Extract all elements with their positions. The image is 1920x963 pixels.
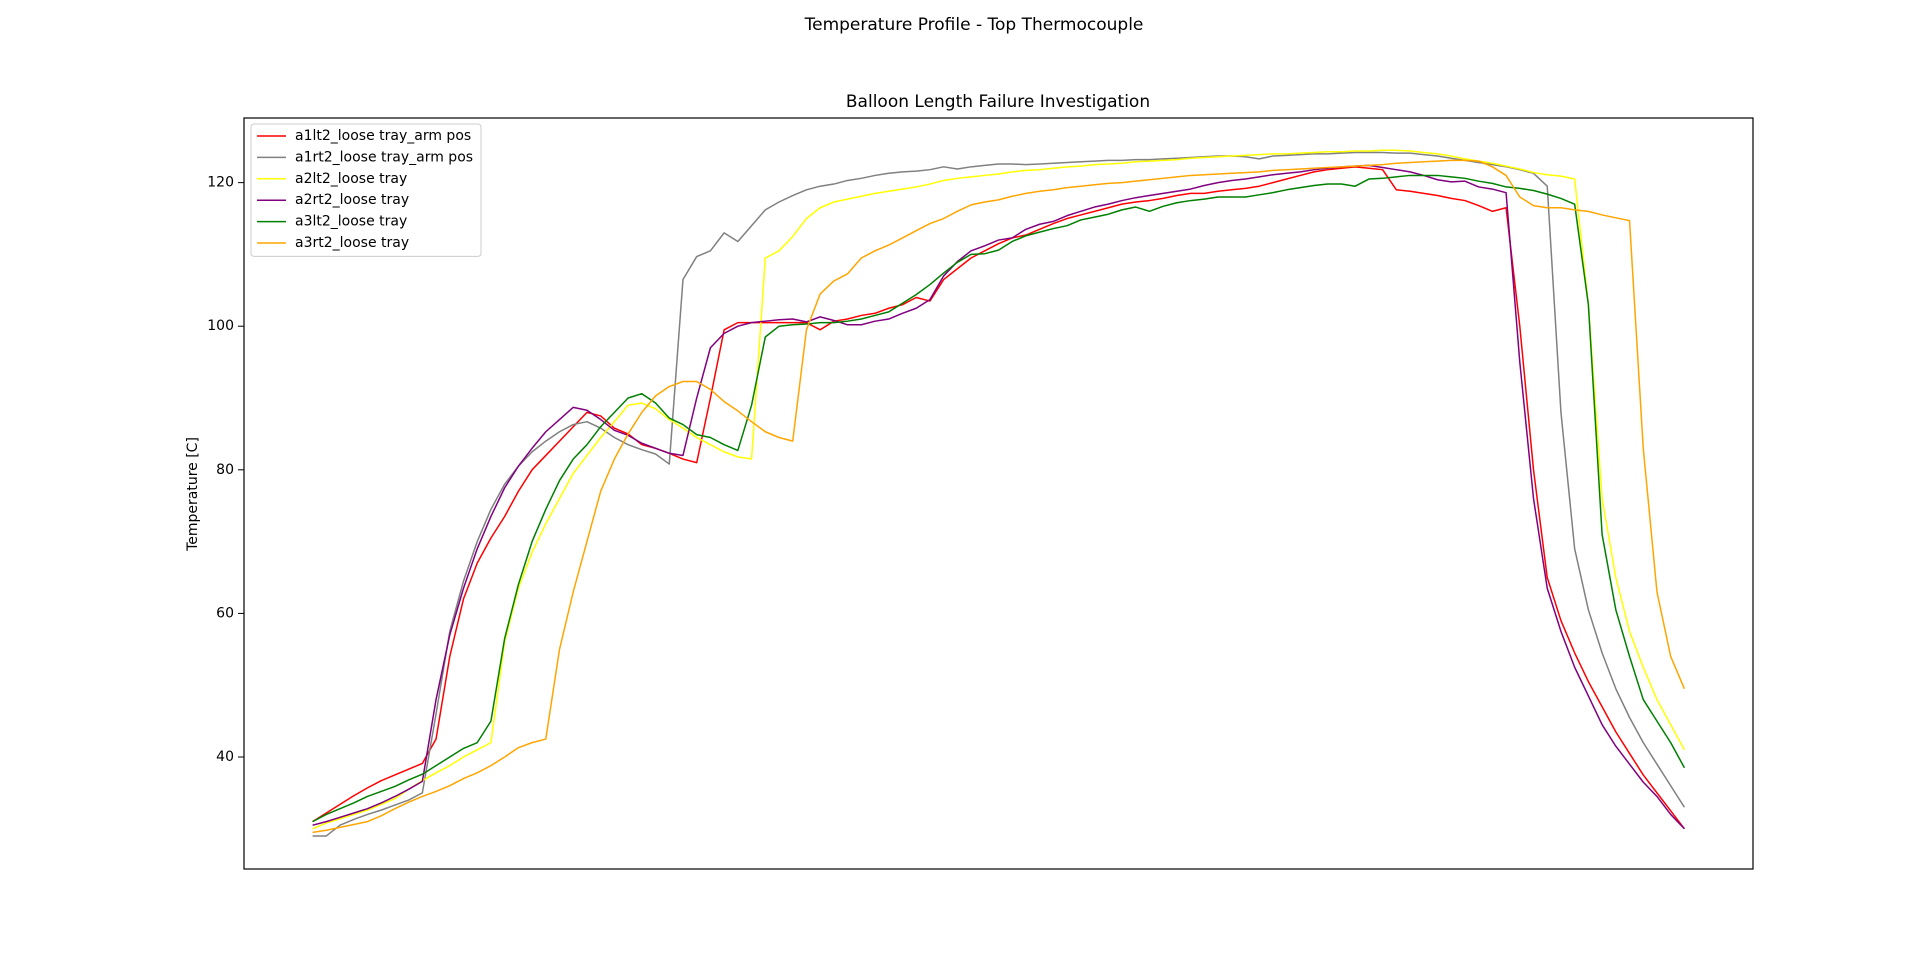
y-tick-label: 80 [216, 462, 234, 478]
data-line [312, 166, 1686, 830]
legend-label: a3lt2_loose tray [295, 214, 407, 230]
chart-subtitle: Balloon Length Failure Investigation [846, 92, 1150, 112]
data-line [312, 159, 1686, 834]
legend-label: a1lt2_loose tray_arm pos [295, 128, 471, 144]
plot-frame [243, 117, 1754, 870]
legend-label: a2lt2_loose tray [295, 171, 407, 187]
data-line [312, 149, 1686, 830]
legend-label: a2rt2_loose tray [295, 192, 409, 208]
legend-label: a1rt2_loose tray_arm pos [295, 149, 473, 165]
legend: a1lt2_loose tray_arm pos a1rt2_loose tray… [250, 123, 482, 257]
y-tick-label: 60 [216, 605, 234, 621]
y-tick-label: 120 [207, 175, 234, 191]
data-line [312, 151, 1686, 837]
chart-title: Temperature Profile - Top Thermocouple [804, 15, 1144, 35]
legend-label: a3rt2_loose tray [295, 235, 409, 251]
y-axis-label: Temperature [C] [185, 437, 201, 552]
legend-box [250, 123, 482, 257]
y-tick-label: 40 [216, 749, 234, 765]
data-line [312, 174, 1686, 823]
data-line [312, 164, 1685, 830]
y-tick-label: 100 [207, 318, 234, 334]
